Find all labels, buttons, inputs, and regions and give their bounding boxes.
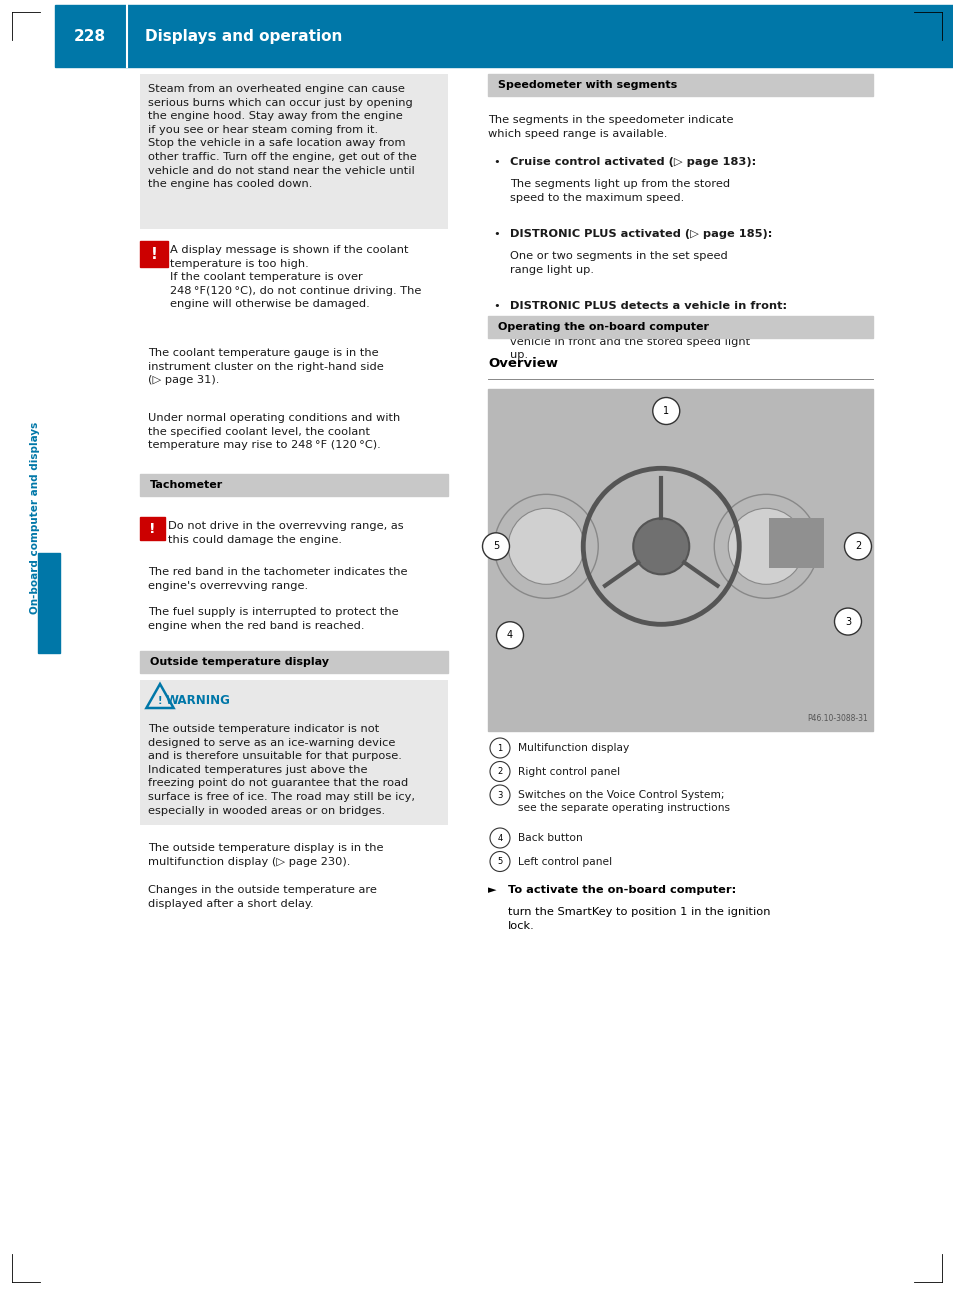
Circle shape — [490, 828, 510, 848]
Text: The red band in the tachometer indicates the
engine's overrevving range.: The red band in the tachometer indicates… — [148, 567, 407, 590]
Text: The segments light up from the stored
speed to the maximum speed.: The segments light up from the stored sp… — [510, 179, 729, 203]
Circle shape — [652, 397, 679, 424]
Circle shape — [633, 519, 688, 575]
Text: !: ! — [151, 246, 157, 261]
Text: •: • — [493, 229, 499, 239]
Text: Outside temperature display: Outside temperature display — [150, 657, 329, 666]
Bar — [55, 5, 953, 67]
Text: The fuel supply is interrupted to protect the
engine when the red band is reache: The fuel supply is interrupted to protec… — [148, 607, 398, 630]
Text: 3: 3 — [497, 791, 502, 800]
Text: DISTRONIC PLUS detects a vehicle in front:: DISTRONIC PLUS detects a vehicle in fron… — [510, 302, 786, 311]
Bar — [140, 241, 168, 267]
Text: Multifunction display: Multifunction display — [517, 743, 629, 753]
Text: 4: 4 — [506, 630, 513, 641]
Text: WARNING: WARNING — [166, 694, 231, 707]
Bar — [488, 74, 872, 96]
Text: 5: 5 — [497, 857, 502, 866]
Circle shape — [834, 608, 861, 635]
Text: turn the SmartKey to position 1 in the ignition
lock.: turn the SmartKey to position 1 in the i… — [507, 907, 770, 930]
Bar — [768, 518, 823, 568]
Text: Operating the on-board computer: Operating the on-board computer — [497, 322, 708, 333]
Circle shape — [727, 509, 803, 585]
Text: P46.10-3088-31: P46.10-3088-31 — [806, 714, 867, 723]
Bar — [38, 553, 60, 653]
Text: 5: 5 — [493, 541, 498, 551]
Text: 2: 2 — [497, 767, 502, 776]
Text: On-board computer and displays: On-board computer and displays — [30, 422, 40, 613]
Circle shape — [496, 621, 523, 648]
Circle shape — [482, 533, 509, 560]
Text: The outside temperature indicator is not
designed to serve as an ice-warning dev: The outside temperature indicator is not… — [148, 725, 415, 815]
Text: Changes in the outside temperature are
displayed after a short delay.: Changes in the outside temperature are d… — [148, 885, 376, 908]
Text: Overview: Overview — [488, 357, 558, 370]
Text: •: • — [493, 302, 499, 311]
Bar — [488, 389, 872, 731]
Circle shape — [843, 533, 871, 560]
Bar — [140, 681, 448, 826]
Text: To activate the on-board computer:: To activate the on-board computer: — [507, 885, 736, 895]
Text: Switches on the Voice Control System;
see the separate operating instructions: Switches on the Voice Control System; se… — [517, 791, 729, 813]
Bar — [140, 74, 448, 229]
Text: 4: 4 — [497, 833, 502, 842]
Circle shape — [490, 851, 510, 871]
Text: Left control panel: Left control panel — [517, 857, 612, 867]
Text: Under normal operating conditions and with
the specified coolant level, the cool: Under normal operating conditions and wi… — [148, 413, 400, 450]
Bar — [140, 518, 165, 540]
Circle shape — [508, 509, 583, 585]
Text: 1: 1 — [497, 744, 502, 753]
Text: 3: 3 — [844, 616, 850, 626]
Text: Tachometer: Tachometer — [150, 480, 223, 490]
Circle shape — [490, 738, 510, 758]
Text: 1: 1 — [662, 406, 669, 415]
Text: ►: ► — [488, 885, 496, 895]
Text: !: ! — [149, 521, 155, 536]
Text: A display message is shown if the coolant
temperature is too high.
If the coolan: A display message is shown if the coolan… — [170, 245, 421, 309]
Bar — [140, 651, 448, 673]
Text: DISTRONIC PLUS activated (▷ page 185):: DISTRONIC PLUS activated (▷ page 185): — [510, 229, 772, 239]
Text: Do not drive in the overrevving range, as
this could damage the engine.: Do not drive in the overrevving range, a… — [168, 521, 403, 545]
Circle shape — [490, 761, 510, 782]
Text: Cruise control activated (▷ page 183):: Cruise control activated (▷ page 183): — [510, 157, 756, 167]
Text: Steam from an overheated engine can cause
serious burns which can occur just by : Steam from an overheated engine can caus… — [148, 84, 416, 189]
Bar — [140, 474, 448, 496]
Text: The segments between the speed of the
vehicle in front and the stored speed ligh: The segments between the speed of the ve… — [510, 324, 749, 360]
Text: The outside temperature display is in the
multifunction display (▷ page 230).: The outside temperature display is in th… — [148, 842, 383, 867]
Text: •: • — [493, 157, 499, 167]
Text: Speedometer with segments: Speedometer with segments — [497, 80, 677, 91]
Text: The coolant temperature gauge is in the
instrument cluster on the right-hand sid: The coolant temperature gauge is in the … — [148, 348, 383, 386]
Text: Back button: Back button — [517, 833, 582, 842]
Text: One or two segments in the set speed
range light up.: One or two segments in the set speed ran… — [510, 251, 727, 274]
Text: 228: 228 — [74, 28, 106, 44]
Text: 2: 2 — [854, 541, 861, 551]
Text: The segments in the speedometer indicate
which speed range is available.: The segments in the speedometer indicate… — [488, 115, 733, 138]
Text: Right control panel: Right control panel — [517, 766, 619, 776]
Text: !: ! — [157, 696, 162, 707]
Text: Displays and operation: Displays and operation — [145, 28, 342, 44]
Circle shape — [490, 785, 510, 805]
Bar — [488, 316, 872, 338]
